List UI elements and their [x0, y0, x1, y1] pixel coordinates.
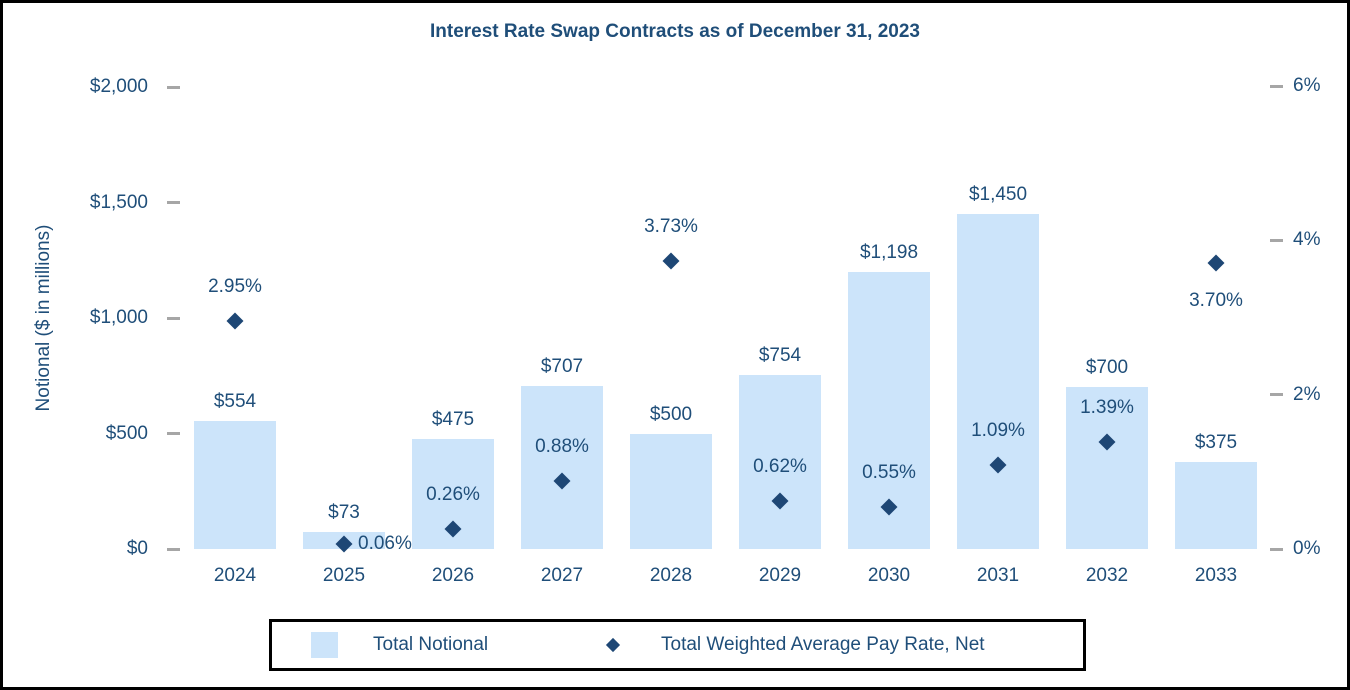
left-axis-tick-mark	[167, 201, 180, 204]
bar-value-label: $475	[431, 409, 475, 431]
pay-rate-label: 0.55%	[862, 461, 916, 483]
bar-value-label: $707	[540, 355, 584, 377]
bar-total-notional	[957, 214, 1039, 549]
bar-total-notional	[1066, 387, 1148, 549]
left-axis-tick-mark	[167, 547, 180, 551]
bar-value-label: $554	[213, 391, 257, 413]
bar-value-label: $1,450	[968, 184, 1028, 206]
legend-total-notional-swatch-icon	[311, 632, 338, 658]
bar-total-notional	[194, 421, 276, 549]
left-axis-tick-mark	[167, 316, 180, 320]
pay-rate-label: 3.70%	[1189, 290, 1243, 312]
bar-value-label: $500	[649, 403, 693, 425]
left-axis-tick-label: $1,000	[89, 307, 148, 328]
bar-total-notional	[739, 374, 821, 549]
right-axis-tick-mark	[1270, 84, 1283, 88]
left-axis-tick-label: $2,000	[89, 76, 148, 97]
x-axis-category-label: 2030	[867, 565, 911, 586]
right-axis-tick-label: 2%	[1293, 383, 1321, 405]
pay-rate-marker-icon	[1207, 254, 1225, 272]
pay-rate-label: 1.09%	[971, 419, 1025, 441]
x-axis-category-label: 2024	[213, 565, 257, 586]
pay-rate-marker-icon	[662, 252, 680, 270]
x-axis-category-label: 2031	[976, 565, 1020, 586]
x-axis-category-label: 2027	[540, 565, 584, 586]
bar-total-notional	[521, 385, 603, 549]
chart-title: Interest Rate Swap Contracts as of Decem…	[430, 21, 920, 42]
left-axis-tick-label: $1,500	[89, 191, 148, 213]
pay-rate-marker-icon	[226, 312, 244, 330]
left-axis-tick-label: $0	[126, 538, 148, 559]
left-axis-tick-mark	[167, 85, 180, 89]
right-axis-tick-label: 6%	[1293, 75, 1321, 96]
x-axis-category-label: 2028	[649, 565, 693, 586]
right-axis-tick-label: 0%	[1293, 538, 1321, 559]
legend-pay-rate-label: Total Weighted Average Pay Rate, Net	[661, 634, 985, 655]
pay-rate-label: 0.62%	[753, 456, 807, 478]
pay-rate-label: 3.73%	[644, 216, 698, 238]
pay-rate-label: 2.95%	[208, 276, 262, 298]
bar-value-label: $73	[328, 502, 360, 524]
x-axis-category-label: 2032	[1085, 565, 1129, 586]
x-axis-category-label: 2033	[1194, 565, 1238, 586]
pay-rate-label: 0.88%	[535, 436, 589, 458]
bar-value-label: $1,198	[859, 242, 919, 264]
bar-value-label: $375	[1194, 432, 1238, 454]
bar-total-notional	[630, 433, 712, 549]
x-axis-category-label: 2029	[758, 565, 802, 586]
legend: Total Notional Total Weighted Average Pa…	[269, 619, 1086, 671]
pay-rate-label: 0.26%	[426, 483, 480, 505]
bar-value-label: $754	[758, 344, 802, 366]
pay-rate-label: 0.06%	[358, 533, 412, 555]
right-axis-tick-mark	[1270, 547, 1283, 551]
legend-total-notional-label: Total Notional	[373, 634, 489, 655]
left-axis-tick-label: $500	[105, 422, 148, 444]
bar-value-label: $700	[1085, 357, 1129, 379]
pay-rate-label: 1.39%	[1080, 396, 1134, 418]
right-axis-tick-label: 4%	[1293, 229, 1321, 251]
legend-pay-rate-diamond-icon	[605, 637, 621, 653]
right-axis-tick-mark	[1270, 238, 1283, 242]
x-axis-category-label: 2026	[431, 565, 475, 586]
plot-area: $0 $500 $1,000 $1,500 $2,000 0% 2% 4% 6% $554 2.95…	[3, 3, 1347, 687]
right-axis-tick-mark	[1270, 393, 1283, 397]
x-axis-category-label: 2025	[322, 565, 366, 586]
left-axis-tick-mark	[167, 432, 180, 435]
bar-total-notional	[1175, 462, 1257, 549]
